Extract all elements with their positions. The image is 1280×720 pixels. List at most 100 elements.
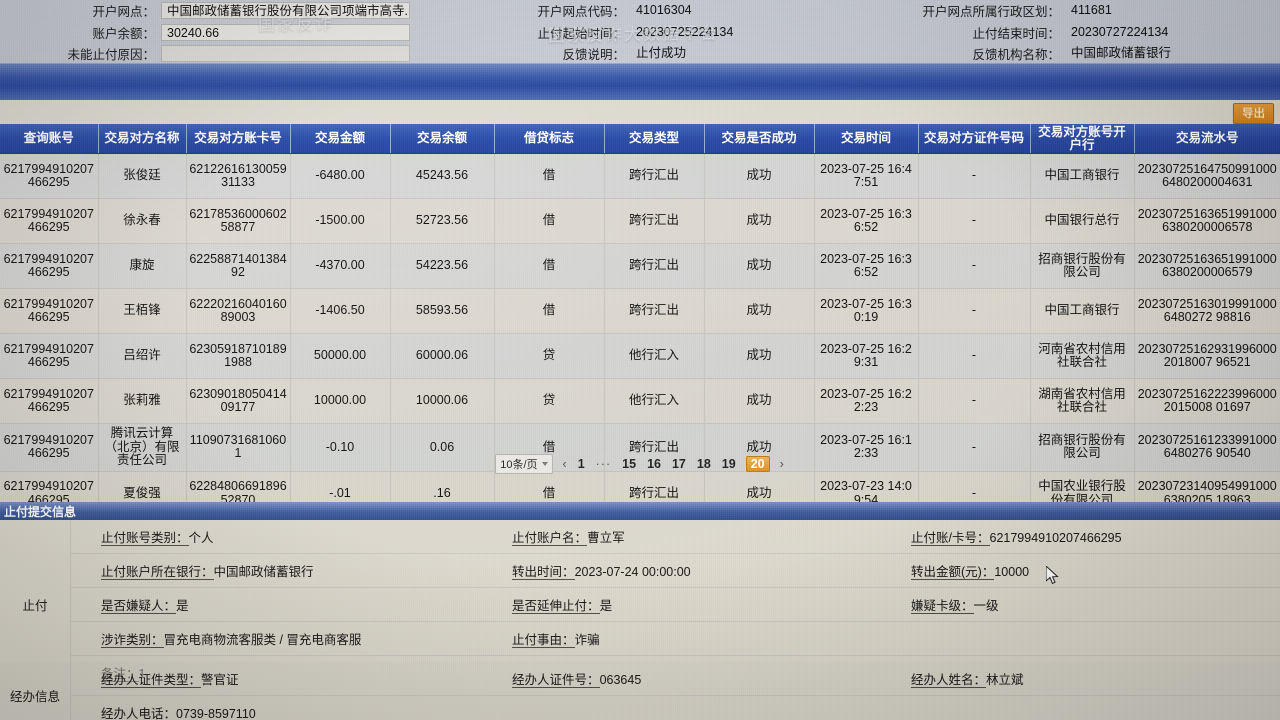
field-branch-region-value: 411681 [1071,3,1112,17]
field-feedback-desc: 反馈说明： 止付成功 [410,43,860,63]
next-page-button[interactable]: › [779,457,784,471]
cell-txn-type: 跨行汇出 [604,153,705,199]
field-stop-fail-reason-value [161,44,410,62]
info-cell: 经办人电话：0739-8597110 [71,696,482,720]
info-cell-empty [881,622,1280,655]
cell-txn-time: 2023-07-25 16:36:52 [814,198,919,244]
field-feedback-org-value: 中国邮政储蓄银行 [1071,45,1172,60]
page-number-1[interactable]: 1 [577,457,585,471]
field-feedback-org: 反馈机构名称： 中国邮政储蓄银行 [860,43,1280,63]
table-toolbar: 导出 [0,100,1280,124]
info-cell-empty [482,696,881,720]
info-line: 涉诈类别：冒充电商物流客服类 / 冒充电商客服 止付事由：诈骗 [71,622,1280,656]
info-label: 经办人证件类型： [101,673,202,688]
info-value: 曹立军 [587,531,625,545]
info-value: 冒充电商物流客服类 / 冒充电商客服 [163,633,362,647]
table-row[interactable]: 6217994910207466295 张莉雅 623090180504140917… [0,378,1280,424]
cell-txn-type: 跨行汇出 [604,288,705,334]
table-row[interactable]: 6217994910207466295 吕绍许 623059187101891988… [0,333,1280,379]
table-row[interactable]: 6217994910207466295 徐永春 621785360006025887… [0,198,1280,244]
col-counterparty-name[interactable]: 交易对方名称 [98,124,187,154]
cell-query-account: 6217994910207466295 [0,333,99,379]
field-account-balance-value: 30240.66 [161,23,410,41]
cell-counterparty-card: 6225887140138492 [186,243,291,289]
col-txn-time[interactable]: 交易时间 [814,124,919,154]
col-txn-type[interactable]: 交易类型 [604,124,705,154]
col-counterparty-card[interactable]: 交易对方账卡号 [186,124,291,154]
handler-side-label: 经办信息 [0,662,71,720]
cell-counterparty-card: 6222021604016089003 [186,288,291,334]
cell-dc-flag: 贷 [494,378,605,424]
transaction-table: 查询账号 交易对方名称 交易对方账卡号 交易金额 交易余额 借贷标志 交易类型 … [0,124,1280,517]
cell-serial: 202307251630199910006480272 98816 [1134,288,1280,334]
info-line: 止付账户所在银行：中国邮政储蓄银行 转出时间：2023-07-24 00:00:0… [71,554,1280,588]
col-amount[interactable]: 交易金额 [290,124,391,154]
cell-txn-time: 2023-07-25 16:30:19 [814,288,919,334]
table-row[interactable]: 6217994910207466295 康旋 6225887140138492 -43… [0,243,1280,289]
cell-serial: 202307251612339910006480276 90540 [1134,423,1280,472]
cell-balance: 58593.56 [390,288,495,334]
col-success[interactable]: 交易是否成功 [704,124,815,154]
col-dc-flag[interactable]: 借贷标志 [494,124,605,154]
cell-query-account: 6217994910207466295 [0,423,99,472]
cell-counterparty-id: - [918,378,1031,424]
info-cell: 是否延伸止付：是 [482,588,881,621]
cell-amount: 10000.00 [290,378,391,424]
page-number-15[interactable]: 15 [622,457,637,471]
page-number-18[interactable]: 18 [696,457,711,471]
info-value: 2023-07-24 00:00:00 [574,565,691,579]
page-number-19[interactable]: 19 [721,457,736,471]
table-row[interactable]: 6217994910207466295 腾讯云计算（北京）有限责任公司 110907… [0,423,1280,472]
account-detail-panel: 国家反诈 国家反诈大数据平台 开户网点： 中国邮政储蓄银行股份有限公司项端市高寺… [0,0,1280,63]
info-cell: 转出时间：2023-07-24 00:00:00 [482,554,881,587]
cell-success: 成功 [704,153,815,199]
field-feedback-desc-value: 止付成功 [636,45,687,60]
table-row[interactable]: 6217994910207466295 王栢锋 622202160401608900… [0,288,1280,334]
cell-counterparty-name: 徐永春 [98,198,187,244]
cell-amount: -1406.50 [290,288,391,334]
info-value: 一级 [973,599,999,613]
col-counterparty-bank[interactable]: 交易对方账号开户行 [1030,124,1135,154]
info-label: 转出金额(元)： [911,565,995,580]
info-label: 止付账号类别： [101,531,189,546]
export-button[interactable]: 导出 [1233,103,1274,124]
col-query-account[interactable]: 查询账号 [0,124,99,154]
field-stop-end-time: 止付结束时间： 20230727224134 [860,21,1280,43]
page-number-17[interactable]: 17 [671,457,686,471]
info-cell: 止付账户所在银行：中国邮政储蓄银行 [71,554,482,587]
page-number-16[interactable]: 16 [647,457,661,471]
table-header-row: 查询账号 交易对方名称 交易对方账卡号 交易金额 交易余额 借贷标志 交易类型 … [0,124,1280,154]
table-row[interactable]: 6217994910207466295 张俊廷 621226161300593113… [0,153,1280,199]
info-cell: 经办人证件号：063645 [482,662,881,695]
cell-txn-time: 2023-07-25 16:36:52 [814,243,919,289]
info-value: 是 [599,599,613,613]
cell-serial: 202307251636519910006380200006579 [1134,243,1280,289]
cell-counterparty-id: - [918,423,1031,472]
page-size-select[interactable]: 10条/页 [495,454,553,474]
info-value: 警官证 [201,673,239,687]
info-value: 0739-8597110 [176,707,256,720]
cell-counterparty-bank: 河南省农村信用社联合社 [1030,333,1135,379]
cell-counterparty-card: 6217853600060258877 [186,198,291,244]
prev-page-button[interactable]: ‹ [562,457,567,471]
info-cell: 经办人姓名：林立斌 [881,662,1280,695]
col-serial[interactable]: 交易流水号 [1134,124,1280,154]
col-balance[interactable]: 交易余额 [390,124,495,154]
info-line: 经办人电话：0739-8597110 [71,696,1280,720]
detail-row-1: 开户网点： 中国邮政储蓄银行股份有限公司项端市高寺... 开户网点代码： 410… [0,0,1280,21]
cell-counterparty-id: - [918,153,1031,199]
col-counterparty-id[interactable]: 交易对方证件号码 [918,124,1031,154]
cell-counterparty-name: 张莉雅 [98,378,187,424]
info-value: 10000 [994,565,1030,579]
cell-txn-type: 他行汇入 [604,378,705,424]
info-value: 是 [176,599,189,613]
cell-amount: 50000.00 [290,333,391,379]
field-account-balance: 账户余额： 30240.66 [0,21,410,43]
cell-counterparty-card: 6212261613005931133 [186,153,291,199]
cell-counterparty-name: 王栢锋 [98,288,187,334]
cell-counterparty-name: 腾讯云计算（北京）有限责任公司 [98,423,187,472]
cell-txn-type: 跨行汇出 [604,423,705,472]
page-number-20[interactable]: 20 [745,456,770,472]
info-label: 嫌疑卡级： [911,599,974,614]
cell-amount: -1500.00 [290,198,391,244]
